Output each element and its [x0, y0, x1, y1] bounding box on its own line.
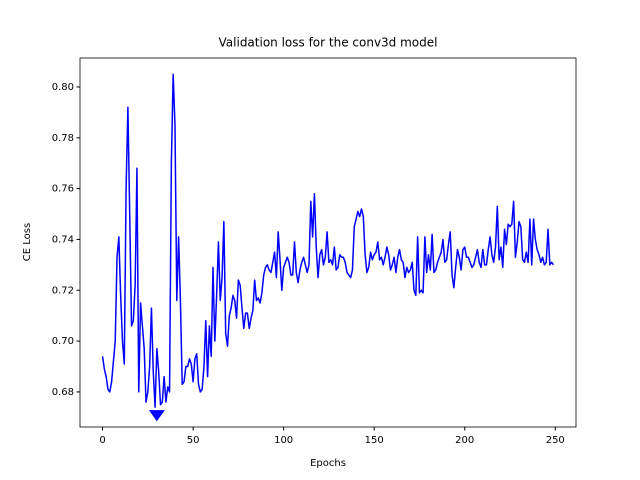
x-axis-label: Epochs [310, 458, 346, 469]
y-tick-label: 0.72 [52, 285, 74, 296]
x-tick-label: 100 [274, 435, 293, 446]
y-tick-label: 0.80 [52, 82, 74, 93]
x-tick-label: 50 [187, 435, 200, 446]
x-tick-label: 150 [365, 435, 384, 446]
y-tick-label: 0.70 [52, 336, 74, 347]
y-tick-label: 0.68 [52, 387, 74, 398]
min-marker [148, 410, 165, 422]
y-axis-label: CE Loss [22, 223, 33, 261]
loss-line [101, 73, 555, 408]
plot-frame [79, 57, 577, 428]
y-tick-label: 0.78 [52, 133, 74, 144]
y-tick-label: 0.76 [52, 184, 74, 195]
chart-title: Validation loss for the conv3d model [219, 36, 438, 50]
x-tick-label: 200 [455, 435, 474, 446]
x-tick-label: 0 [99, 435, 105, 446]
y-tick-label: 0.74 [52, 234, 74, 245]
x-tick-label: 250 [546, 435, 565, 446]
